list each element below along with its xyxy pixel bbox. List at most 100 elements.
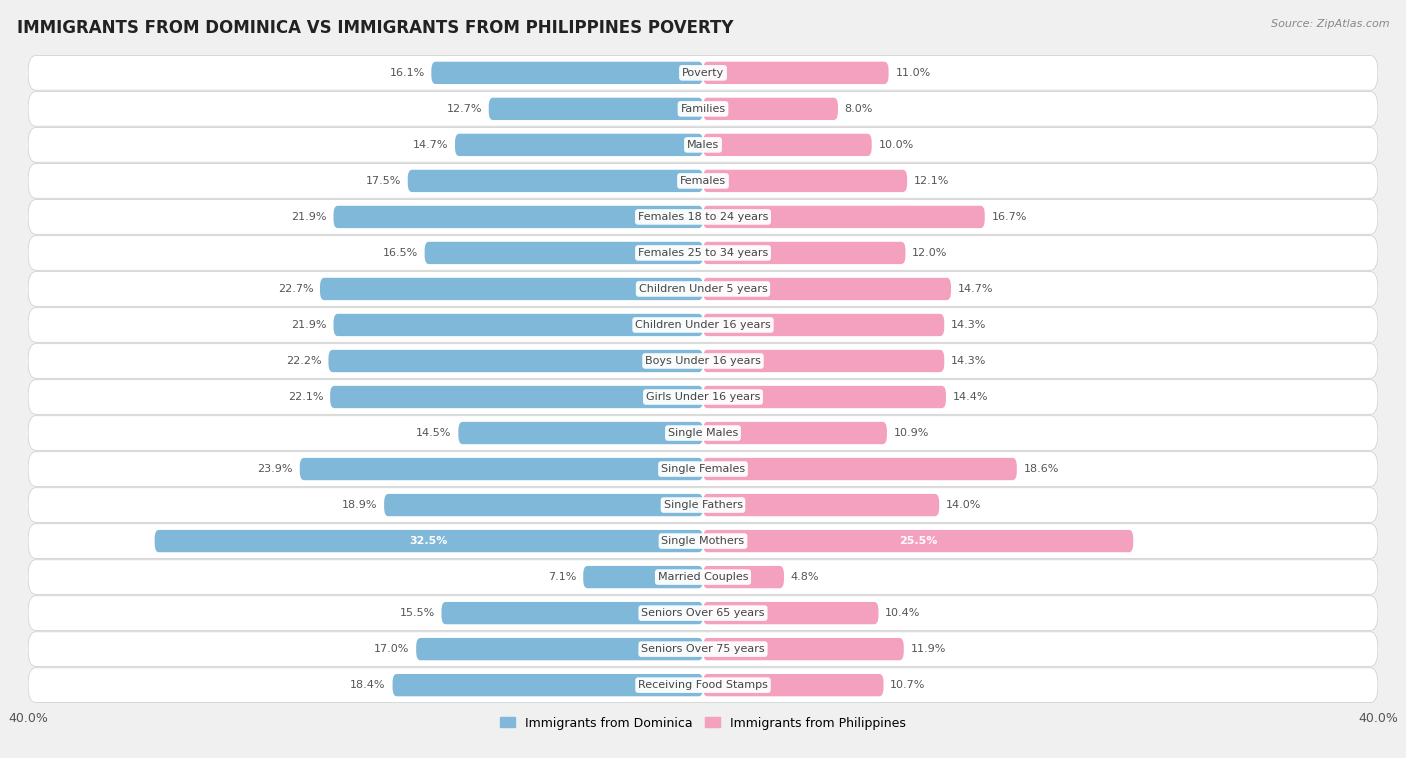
Text: 23.9%: 23.9% [257, 464, 292, 474]
FancyBboxPatch shape [28, 452, 1378, 487]
FancyBboxPatch shape [28, 199, 1378, 234]
FancyBboxPatch shape [28, 487, 1378, 522]
FancyBboxPatch shape [28, 92, 1378, 126]
Text: 14.7%: 14.7% [413, 140, 449, 150]
FancyBboxPatch shape [28, 560, 1378, 594]
FancyBboxPatch shape [329, 350, 703, 372]
Text: 16.1%: 16.1% [389, 68, 425, 78]
FancyBboxPatch shape [384, 494, 703, 516]
Text: Single Females: Single Females [661, 464, 745, 474]
FancyBboxPatch shape [28, 271, 1378, 306]
FancyBboxPatch shape [703, 422, 887, 444]
FancyBboxPatch shape [703, 602, 879, 625]
Text: 8.0%: 8.0% [845, 104, 873, 114]
Text: Single Mothers: Single Mothers [661, 536, 745, 546]
Text: Children Under 16 years: Children Under 16 years [636, 320, 770, 330]
Text: 22.1%: 22.1% [288, 392, 323, 402]
FancyBboxPatch shape [333, 314, 703, 336]
Text: Boys Under 16 years: Boys Under 16 years [645, 356, 761, 366]
Text: 14.7%: 14.7% [957, 284, 993, 294]
FancyBboxPatch shape [703, 494, 939, 516]
Text: 16.7%: 16.7% [991, 212, 1026, 222]
Text: 21.9%: 21.9% [291, 320, 326, 330]
FancyBboxPatch shape [703, 205, 984, 228]
Text: Married Couples: Married Couples [658, 572, 748, 582]
FancyBboxPatch shape [703, 566, 785, 588]
Text: 14.3%: 14.3% [950, 320, 987, 330]
Text: Families: Families [681, 104, 725, 114]
FancyBboxPatch shape [321, 277, 703, 300]
Text: 11.0%: 11.0% [896, 68, 931, 78]
Text: 14.0%: 14.0% [946, 500, 981, 510]
FancyBboxPatch shape [703, 61, 889, 84]
Text: IMMIGRANTS FROM DOMINICA VS IMMIGRANTS FROM PHILIPPINES POVERTY: IMMIGRANTS FROM DOMINICA VS IMMIGRANTS F… [17, 19, 734, 37]
FancyBboxPatch shape [416, 638, 703, 660]
FancyBboxPatch shape [28, 55, 1378, 90]
FancyBboxPatch shape [703, 242, 905, 264]
FancyBboxPatch shape [28, 415, 1378, 450]
FancyBboxPatch shape [28, 632, 1378, 666]
Text: 10.0%: 10.0% [879, 140, 914, 150]
Text: 10.7%: 10.7% [890, 680, 925, 690]
Text: 11.9%: 11.9% [911, 644, 946, 654]
Text: 7.1%: 7.1% [548, 572, 576, 582]
FancyBboxPatch shape [28, 524, 1378, 559]
FancyBboxPatch shape [489, 98, 703, 120]
Text: 14.3%: 14.3% [950, 356, 987, 366]
FancyBboxPatch shape [28, 308, 1378, 343]
Text: 17.5%: 17.5% [366, 176, 401, 186]
FancyBboxPatch shape [703, 170, 907, 192]
FancyBboxPatch shape [456, 133, 703, 156]
FancyBboxPatch shape [703, 350, 945, 372]
Text: 18.4%: 18.4% [350, 680, 385, 690]
Text: Girls Under 16 years: Girls Under 16 years [645, 392, 761, 402]
Text: 22.2%: 22.2% [285, 356, 322, 366]
FancyBboxPatch shape [28, 380, 1378, 415]
FancyBboxPatch shape [703, 638, 904, 660]
Text: Seniors Over 65 years: Seniors Over 65 years [641, 608, 765, 618]
FancyBboxPatch shape [28, 236, 1378, 271]
Text: 18.9%: 18.9% [342, 500, 377, 510]
Text: 14.5%: 14.5% [416, 428, 451, 438]
Text: Females 18 to 24 years: Females 18 to 24 years [638, 212, 768, 222]
FancyBboxPatch shape [458, 422, 703, 444]
FancyBboxPatch shape [441, 602, 703, 625]
FancyBboxPatch shape [408, 170, 703, 192]
Text: 18.6%: 18.6% [1024, 464, 1059, 474]
Text: 10.9%: 10.9% [894, 428, 929, 438]
FancyBboxPatch shape [703, 674, 883, 697]
FancyBboxPatch shape [432, 61, 703, 84]
Text: Children Under 5 years: Children Under 5 years [638, 284, 768, 294]
FancyBboxPatch shape [28, 127, 1378, 162]
Text: 12.7%: 12.7% [447, 104, 482, 114]
Text: Single Fathers: Single Fathers [664, 500, 742, 510]
Text: 21.9%: 21.9% [291, 212, 326, 222]
Text: Females: Females [681, 176, 725, 186]
FancyBboxPatch shape [703, 277, 950, 300]
Text: 14.4%: 14.4% [953, 392, 988, 402]
Text: 12.0%: 12.0% [912, 248, 948, 258]
Text: Females 25 to 34 years: Females 25 to 34 years [638, 248, 768, 258]
FancyBboxPatch shape [703, 386, 946, 408]
Text: Males: Males [688, 140, 718, 150]
Text: Receiving Food Stamps: Receiving Food Stamps [638, 680, 768, 690]
FancyBboxPatch shape [28, 596, 1378, 631]
Text: 4.8%: 4.8% [790, 572, 820, 582]
FancyBboxPatch shape [392, 674, 703, 697]
FancyBboxPatch shape [28, 343, 1378, 378]
FancyBboxPatch shape [703, 458, 1017, 481]
Text: Seniors Over 75 years: Seniors Over 75 years [641, 644, 765, 654]
Text: 12.1%: 12.1% [914, 176, 949, 186]
FancyBboxPatch shape [703, 530, 1133, 553]
Text: 15.5%: 15.5% [399, 608, 434, 618]
Text: 16.5%: 16.5% [382, 248, 418, 258]
FancyBboxPatch shape [583, 566, 703, 588]
Text: 25.5%: 25.5% [898, 536, 938, 546]
Text: 10.4%: 10.4% [886, 608, 921, 618]
Text: Single Males: Single Males [668, 428, 738, 438]
Text: 32.5%: 32.5% [409, 536, 449, 546]
FancyBboxPatch shape [155, 530, 703, 553]
FancyBboxPatch shape [703, 133, 872, 156]
FancyBboxPatch shape [28, 668, 1378, 703]
Text: 22.7%: 22.7% [277, 284, 314, 294]
